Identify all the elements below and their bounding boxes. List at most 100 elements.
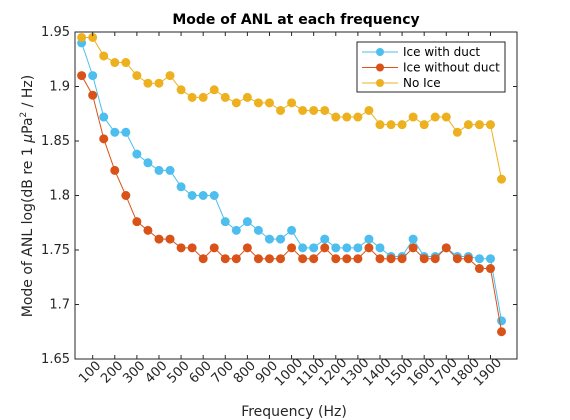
- data-point: [165, 165, 175, 175]
- data-point: [342, 254, 352, 264]
- y-tick-label: 1.8: [49, 189, 70, 204]
- data-point: [408, 243, 418, 253]
- data-point: [220, 254, 230, 264]
- legend-marker: [376, 48, 384, 56]
- data-point: [364, 243, 374, 253]
- x-tick-label: 800: [231, 358, 259, 386]
- series-layer: [77, 32, 507, 337]
- data-point: [209, 191, 219, 200]
- data-point: [231, 254, 241, 264]
- data-point: [342, 243, 352, 253]
- data-point: [441, 243, 451, 253]
- data-point: [331, 254, 341, 264]
- data-point: [320, 243, 330, 253]
- x-tick-label: 500: [165, 358, 193, 386]
- data-point: [364, 234, 374, 244]
- y-tick-label: 1.7: [49, 298, 70, 313]
- data-point: [353, 112, 363, 122]
- legend-label: Ice with duct: [403, 45, 480, 59]
- x-tick-label: 400: [142, 358, 170, 386]
- y-axis-title-mu: μ: [20, 134, 36, 144]
- data-point: [264, 234, 274, 244]
- data-point: [77, 71, 87, 81]
- data-point: [485, 264, 495, 274]
- data-point: [242, 243, 252, 253]
- data-point: [474, 254, 484, 264]
- data-point: [99, 112, 109, 122]
- data-point: [264, 254, 274, 264]
- legend-marker: [376, 79, 384, 87]
- data-point: [209, 243, 219, 253]
- data-point: [176, 182, 186, 192]
- y-axis-title-suffix: / Hz): [20, 75, 36, 112]
- data-point: [264, 98, 274, 108]
- data-point: [176, 85, 186, 95]
- data-point: [309, 243, 319, 253]
- y-tick-label: 1.75: [41, 243, 70, 258]
- data-point: [143, 78, 153, 88]
- y-axis-title: Mode of ANL log(dB re 1 μPa2 / Hz): [19, 75, 36, 317]
- y-tick-label: 1.95: [41, 25, 70, 40]
- data-point: [154, 165, 164, 175]
- data-point: [231, 225, 241, 235]
- data-point: [187, 243, 197, 253]
- data-point: [231, 98, 241, 108]
- data-point: [430, 112, 440, 122]
- data-point: [209, 85, 219, 95]
- data-point: [154, 234, 164, 244]
- data-point: [165, 234, 175, 244]
- data-point: [198, 191, 208, 200]
- data-point: [242, 217, 252, 227]
- data-point: [253, 225, 263, 235]
- data-point: [408, 234, 418, 244]
- data-point: [331, 243, 341, 253]
- data-point: [220, 92, 230, 102]
- data-point: [187, 92, 197, 102]
- x-axis-title: Frequency (Hz): [241, 404, 347, 420]
- data-point: [121, 58, 131, 68]
- legend-marker: [376, 63, 384, 72]
- y-tick-label: 1.9: [49, 80, 70, 95]
- data-point: [397, 254, 407, 264]
- data-point: [463, 254, 473, 264]
- data-point: [430, 254, 440, 264]
- legend-label: No Ice: [403, 76, 441, 90]
- legend-item: Ice with duct: [362, 45, 480, 59]
- data-point: [441, 112, 451, 122]
- data-point: [176, 243, 186, 253]
- data-point: [386, 120, 396, 130]
- data-point: [132, 149, 142, 159]
- data-point: [121, 127, 131, 137]
- data-point: [276, 105, 286, 115]
- y-tick-label: 1.85: [41, 134, 70, 149]
- y-axis-title-prefix: Mode of ANL log(dB re 1: [20, 143, 36, 317]
- data-point: [364, 105, 374, 115]
- y-axis-title-superscript: 2: [19, 112, 29, 118]
- legend-label: Ice without duct: [403, 61, 500, 75]
- x-tick-label: 700: [209, 358, 237, 386]
- data-point: [253, 254, 263, 264]
- series-ice-without-duct: [77, 71, 507, 337]
- legend-item: No Ice: [362, 76, 441, 90]
- data-point: [276, 234, 286, 244]
- data-point: [165, 71, 175, 81]
- legend-item: Ice without duct: [362, 61, 500, 75]
- data-point: [497, 327, 507, 337]
- data-point: [353, 254, 363, 264]
- data-point: [408, 112, 418, 122]
- data-point: [88, 71, 98, 81]
- data-point: [419, 254, 429, 264]
- data-point: [110, 127, 120, 137]
- data-point: [353, 243, 363, 253]
- data-point: [242, 92, 252, 102]
- data-point: [143, 225, 153, 235]
- data-point: [77, 32, 87, 42]
- chart-title: Mode of ANL at each frequency: [172, 12, 419, 28]
- data-point: [132, 71, 142, 81]
- data-point: [463, 120, 473, 130]
- data-point: [143, 158, 153, 168]
- data-point: [110, 58, 120, 68]
- data-point: [121, 191, 131, 200]
- data-point: [298, 254, 308, 264]
